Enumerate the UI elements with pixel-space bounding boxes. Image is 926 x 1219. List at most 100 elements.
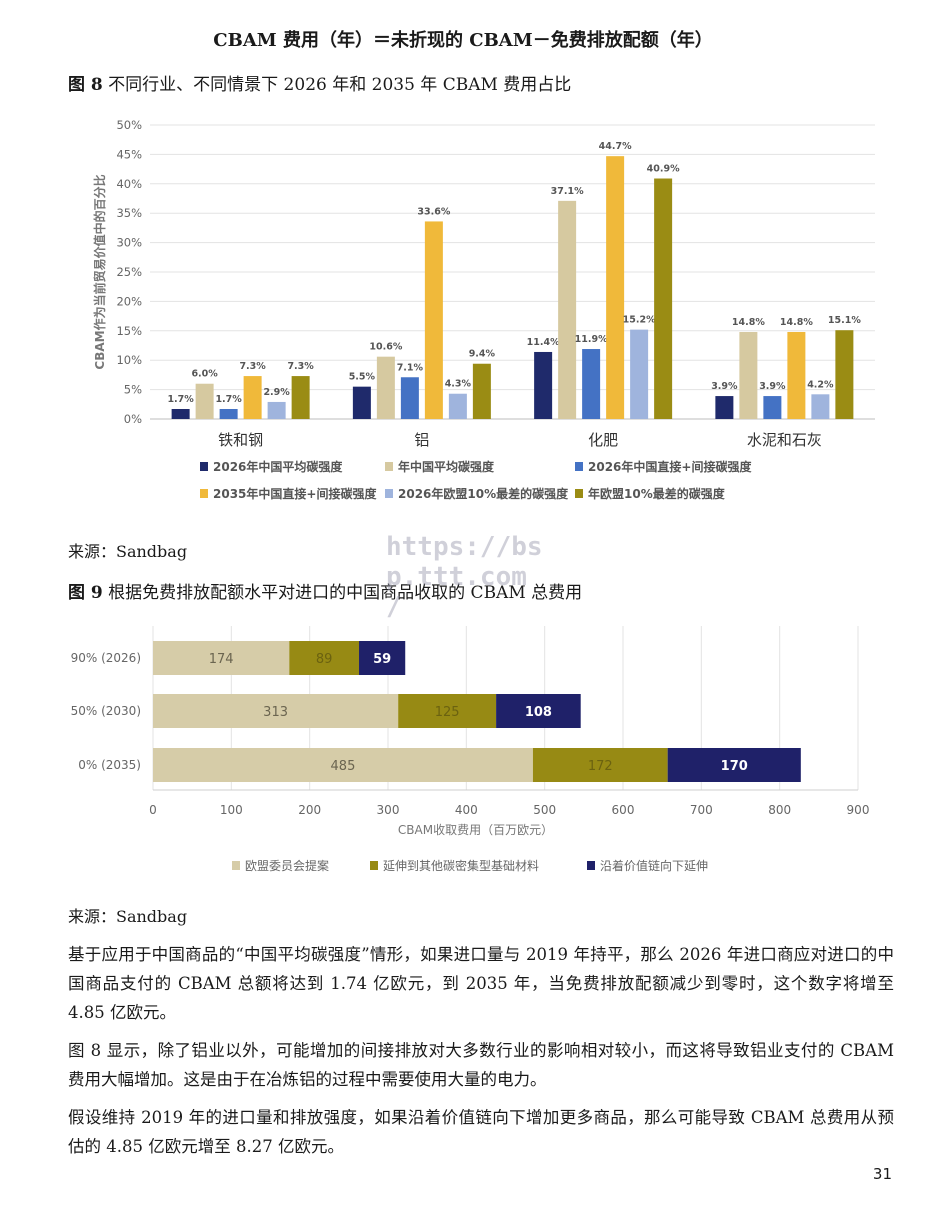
y-tick-label: 5% (124, 383, 142, 397)
data-label: 313 (263, 705, 288, 720)
category-label: 90% (2026) (71, 651, 141, 665)
legend-swatch (232, 861, 240, 870)
paragraph-3: 假设维持 2019 年的进口量和排放强度，如果沿着价值链向下增加更多商品，那么可… (68, 1108, 894, 1156)
legend-label: 沿着价值链向下延伸 (600, 858, 708, 873)
legend-swatch (200, 462, 208, 471)
bar (787, 331, 806, 419)
data-label: 59 (373, 652, 391, 667)
watermark-line: p.ttt.com (386, 562, 527, 592)
bar (195, 383, 214, 419)
data-label: 6.0% (191, 369, 218, 380)
figure-8-caption: 图 8 不同行业、不同情景下 2026 年和 2035 年 CBAM 费用占比 (68, 70, 571, 95)
y-tick-label: 0% (124, 412, 142, 426)
legend-label: 欧盟委员会提案 (245, 858, 329, 873)
data-label: 14.8% (780, 317, 813, 328)
data-label: 11.9% (575, 334, 608, 345)
y-tick-label: 25% (116, 265, 142, 279)
watermark-line: / (386, 592, 402, 622)
x-tick-label: 900 (847, 803, 870, 817)
bar (267, 401, 286, 419)
x-tick-label: 500 (533, 803, 556, 817)
legend-swatch (385, 489, 393, 498)
page-heading: CBAM 费用（年）＝未折现的 CBAM－免费排放配额（年） (213, 30, 713, 51)
x-tick-label: 300 (377, 803, 400, 817)
bar (630, 329, 649, 419)
data-label: 7.3% (287, 361, 314, 372)
figure-9-source: 来源：Sandbag (68, 907, 188, 926)
bar (654, 178, 673, 419)
bar (811, 394, 830, 419)
bar-segment (667, 748, 801, 782)
x-tick-label: 800 (768, 803, 791, 817)
data-label: 170 (721, 759, 748, 774)
figure-8-label: 图 8 (68, 75, 103, 95)
legend-swatch (200, 489, 208, 498)
data-label: 2.9% (263, 387, 290, 398)
legend-label: 年欧盟10%最差的碳强度 (588, 486, 726, 501)
bar (715, 396, 734, 419)
category-label: 化肥 (588, 431, 618, 449)
bar (739, 331, 758, 419)
data-label: 7.1% (397, 362, 424, 373)
legend-label: 延伸到其他碳密集型基础材料 (383, 858, 539, 873)
bar-segment (153, 748, 533, 782)
bar (352, 386, 371, 419)
paragraph-1: 基于应用于中国商品的“中国平均碳强度”情形，如果进口量与 2019 年持平，那么… (68, 945, 894, 1022)
legend-swatch (370, 861, 378, 870)
y-tick-label: 40% (116, 177, 142, 191)
x-axis-label: CBAM收取费用（百万欧元） (398, 823, 553, 837)
data-label: 485 (331, 759, 356, 774)
figure-9-chart: 0 100 200 300 400 500 600 700 800 900 CBAM收取费用（百万欧… (71, 626, 870, 873)
data-label: 125 (435, 705, 460, 720)
data-label: 4.3% (445, 379, 472, 390)
bar (291, 376, 310, 419)
bar (376, 356, 395, 419)
x-tick-label: 700 (690, 803, 713, 817)
bar-segment (289, 641, 360, 675)
figure-8-chart: 0% 5% 10% 15% 20% 25% 30% 35% 40% 45% 50% CBAM作为当前贸… (92, 118, 875, 501)
data-label: 3.9% (711, 381, 738, 392)
bar-segment (532, 748, 668, 782)
figure-9-title: 根据免费排放配额水平对进口的中国商品收取的 CBAM 总费用 (108, 583, 583, 603)
bar (400, 377, 419, 419)
data-label: 4.2% (807, 379, 834, 390)
bar (219, 409, 238, 419)
data-label: 11.4% (527, 337, 560, 348)
figure-9-label: 图 9 (68, 583, 103, 603)
y-tick-label: 15% (116, 324, 142, 338)
y-tick-label: 45% (116, 147, 142, 161)
data-label: 9.4% (469, 349, 496, 360)
bar (835, 330, 854, 419)
x-tick-label: 200 (298, 803, 321, 817)
legend-label: 2026年中国平均碳强度 (213, 459, 343, 474)
bar (582, 349, 601, 419)
legend-label: 年中国平均碳强度 (398, 459, 495, 474)
x-tick-label: 0 (149, 803, 157, 817)
y-tick-label: 35% (116, 206, 142, 220)
bar-segment (153, 694, 399, 728)
category-label: 铁和钢 (218, 431, 263, 449)
bar (171, 409, 190, 419)
bar-segment (398, 694, 497, 728)
data-label: 1.7% (167, 394, 194, 405)
watermark-line: https://bs (386, 532, 543, 562)
category-label: 50% (2030) (71, 704, 141, 718)
data-label: 7.3% (239, 361, 266, 372)
bar (606, 156, 625, 419)
data-label: 174 (209, 652, 234, 667)
bar (534, 351, 553, 419)
y-tick-label: 30% (116, 236, 142, 250)
data-label: 1.7% (215, 394, 242, 405)
paragraph-2: 图 8 显示，除了铝业以外，可能增加的间接排放对大多数行业的影响相对较小，而这将… (68, 1041, 894, 1089)
data-label: 15.2% (623, 315, 656, 326)
x-tick-label: 400 (455, 803, 478, 817)
category-label: 0% (2035) (78, 758, 141, 772)
data-label: 5.5% (349, 372, 376, 383)
x-tick-label: 600 (612, 803, 635, 817)
bar (448, 393, 467, 419)
bar-segment (153, 641, 290, 675)
bar (424, 221, 443, 419)
legend-swatch (385, 462, 393, 471)
bar (472, 363, 491, 419)
data-label: 15.1% (828, 315, 861, 326)
